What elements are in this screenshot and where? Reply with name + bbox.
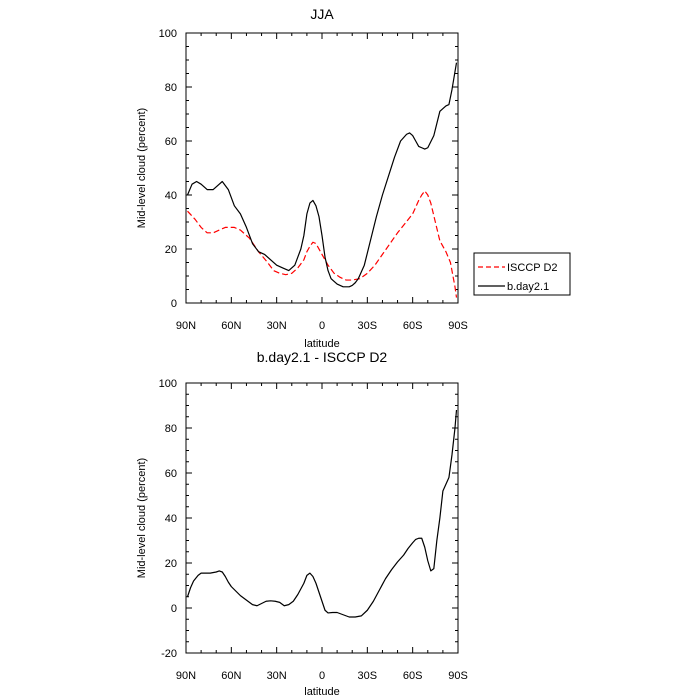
legend-label-bday: b.day2.1: [507, 281, 549, 293]
plot-frame-bottom: [185, 382, 459, 654]
xlabel-bottom: latitude: [304, 686, 339, 698]
x-tick-label-bottom: 60S: [403, 670, 423, 682]
x-tick-label-top: 0: [319, 320, 325, 332]
y-tick-label-top: 20: [165, 244, 177, 256]
plot-frame-top: [185, 32, 459, 304]
ticks-bottom: -20 0 20 40 60 80 100 90N 60N 30N 0 30S 60S 90S: [159, 378, 468, 682]
x-tick-label-bottom: 0: [319, 670, 325, 682]
series-line-bottom-difference: [186, 409, 458, 618]
y-tick-label-top: 0: [171, 298, 177, 310]
x-tick-label-top: 30S: [358, 320, 378, 332]
x-tick-label-top: 90S: [448, 320, 468, 332]
x-tick-label-bottom: 30S: [358, 670, 378, 682]
title-bottom: b.day2.1 - ISCCP D2: [257, 349, 388, 365]
panel-bottom: b.day2.1 - ISCCP D2 Mid-level cloud (per…: [136, 349, 468, 698]
series-line-top-isccp-d2: [187, 190, 458, 298]
y-tick-label-top: 40: [165, 190, 177, 202]
ticks-top: 0 20 40 60 80 100 90N 60N 30N 0 30S 60S 90S: [159, 28, 468, 332]
x-tick-label-bottom: 90S: [448, 670, 468, 682]
y-tick-label-bottom: 80: [165, 423, 177, 435]
x-tick-label-top: 90N: [176, 320, 196, 332]
x-tick-label-top: 60N: [221, 320, 241, 332]
title-top: JJA: [310, 6, 334, 22]
x-tick-label-bottom: 90N: [176, 670, 196, 682]
x-tick-label-top: 60S: [403, 320, 423, 332]
panel-top: JJA Mid-level cloud (percent) latitude 0…: [136, 6, 468, 350]
y-tick-label-bottom: 0: [171, 603, 177, 615]
x-tick-label-bottom: 30N: [267, 670, 287, 682]
y-tick-label-bottom: 100: [159, 378, 177, 390]
x-tick-label-bottom: 60N: [221, 670, 241, 682]
series-top: [186, 62, 458, 298]
xlabel-top: latitude: [304, 338, 339, 350]
y-tick-label-bottom: 40: [165, 513, 177, 525]
y-tick-label-top: 60: [165, 136, 177, 148]
y-tick-label-bottom: 20: [165, 558, 177, 570]
y-tick-label-bottom: -20: [161, 648, 177, 660]
legend-label-isccp: ISCCP D2: [507, 262, 558, 274]
series-bottom: [186, 409, 458, 618]
series-line-top-b-day2-1: [186, 62, 458, 288]
x-tick-label-top: 30N: [267, 320, 287, 332]
y-tick-label-top: 80: [165, 82, 177, 94]
legend-box: [473, 252, 571, 296]
ylabel-bottom: Mid-level cloud (percent): [136, 458, 148, 578]
ylabel-top: Mid-level cloud (percent): [136, 108, 148, 228]
legend: ISCCP D2 b.day2.1: [473, 252, 571, 296]
y-tick-label-top: 100: [159, 28, 177, 40]
y-tick-label-bottom: 60: [165, 468, 177, 480]
